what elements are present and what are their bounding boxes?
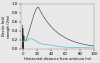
X-axis label: Horizontal distance from antenna (m): Horizontal distance from antenna (m) [24,57,91,61]
Y-axis label: Electric field
strength (V/m): Electric field strength (V/m) [2,14,11,38]
